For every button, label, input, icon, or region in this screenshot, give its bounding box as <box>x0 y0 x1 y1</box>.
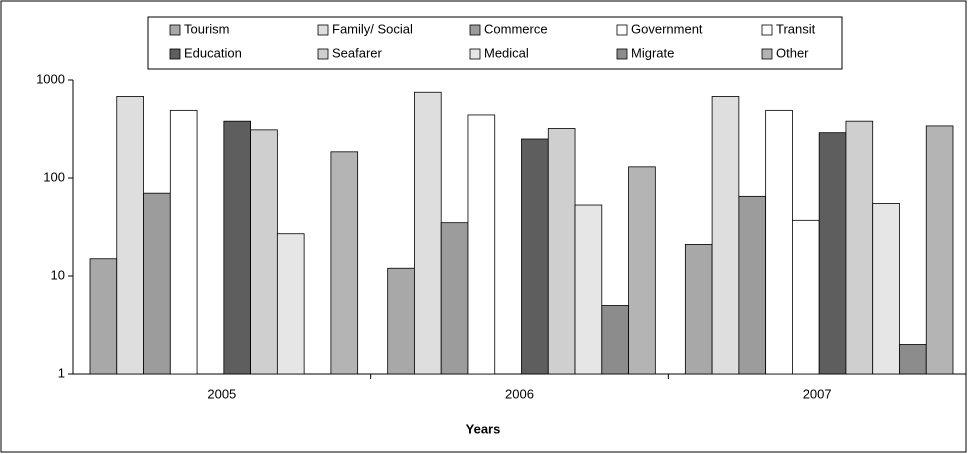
legend-swatch <box>761 24 773 36</box>
bar <box>574 204 603 375</box>
bar <box>845 120 874 375</box>
legend-label: Medical <box>484 45 529 60</box>
bar <box>818 132 847 375</box>
legend-label: Tourism <box>184 21 230 36</box>
legend-label: Seafarer <box>332 45 383 60</box>
legend-label: Family/ Social <box>332 21 413 36</box>
legend-label: Government <box>631 21 703 36</box>
bar <box>925 125 954 375</box>
bar <box>440 222 469 375</box>
bar <box>601 305 629 375</box>
legend-swatch <box>469 24 481 36</box>
y-tick-label: 100 <box>43 169 65 184</box>
legend-swatch <box>469 48 481 60</box>
bar <box>330 151 359 375</box>
x-tick-label: 2007 <box>803 386 832 401</box>
bar <box>899 344 927 375</box>
bar <box>547 128 576 375</box>
legend-swatch <box>317 48 329 60</box>
legend-label: Transit <box>776 21 816 36</box>
bar <box>223 120 251 375</box>
legend-swatch <box>169 48 181 60</box>
bar <box>387 267 415 375</box>
legend-label: Education <box>184 45 242 60</box>
bar <box>792 219 820 375</box>
y-tick-label: 1000 <box>36 71 65 86</box>
legend-swatch <box>317 24 329 36</box>
bar <box>169 109 198 375</box>
bar <box>250 129 278 375</box>
y-tick-label: 1 <box>58 365 65 380</box>
legend-swatch <box>761 48 773 60</box>
bar <box>276 233 305 375</box>
legend-label: Commerce <box>484 21 548 36</box>
x-tick-label: 2006 <box>505 386 534 401</box>
bar <box>628 166 656 375</box>
legend-box <box>147 16 843 70</box>
bar <box>89 258 118 375</box>
bar <box>467 114 496 375</box>
x-tick-label: 2005 <box>207 386 236 401</box>
bar <box>738 195 767 375</box>
legend-label: Other <box>776 45 809 60</box>
bar <box>765 109 793 375</box>
y-tick-label: 10 <box>51 267 65 282</box>
bar <box>872 203 900 375</box>
bar <box>521 138 549 375</box>
legend-swatch <box>169 24 181 36</box>
bar <box>143 192 171 375</box>
x-axis-title: Years <box>466 421 501 436</box>
bar <box>684 244 713 375</box>
legend-swatch <box>616 24 628 36</box>
bar <box>116 96 144 375</box>
legend-label: Migrate <box>631 45 674 60</box>
bar <box>711 96 740 375</box>
bar <box>414 91 442 375</box>
legend-swatch <box>616 48 628 60</box>
